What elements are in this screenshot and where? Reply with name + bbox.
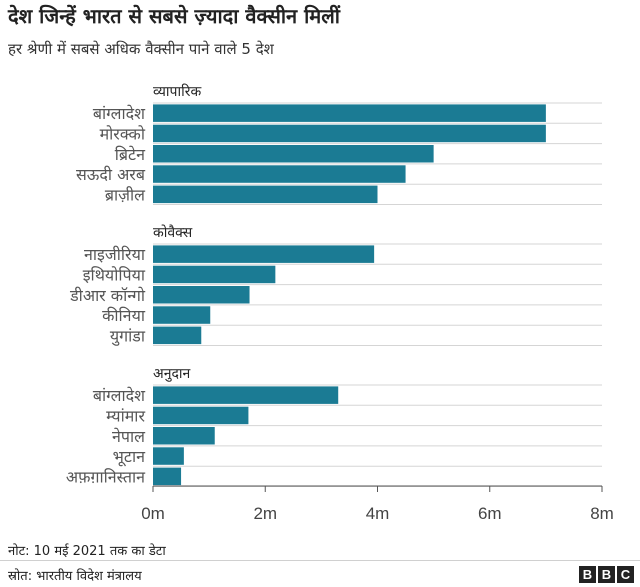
data-note: नोट: 10 मई 2021 तक का डेटा xyxy=(8,544,166,559)
category-label: कीनिया xyxy=(102,306,146,325)
logo-letter: B xyxy=(598,566,615,583)
bar xyxy=(153,165,406,183)
x-tick-label: 2m xyxy=(253,504,277,523)
bar xyxy=(153,406,249,425)
bar xyxy=(153,245,375,263)
x-tick-label: 0m xyxy=(141,504,165,523)
x-tick-label: 4m xyxy=(366,504,390,523)
footer-divider xyxy=(0,560,640,561)
category-label: युगांडा xyxy=(110,326,146,346)
x-tick-label: 6m xyxy=(478,504,502,523)
bar xyxy=(153,447,184,465)
category-label: ब्रिटेन xyxy=(115,145,146,164)
chart-subtitle: हर श्रेणी में सबसे अधिक वैक्सीन पाने वाल… xyxy=(8,40,274,58)
bar xyxy=(153,427,215,445)
bbc-logo: B B C xyxy=(579,566,634,583)
group-header: कोवैक्स xyxy=(153,224,193,241)
logo-letter: B xyxy=(579,566,596,583)
category-label: अफ़ग़ानिस्तान xyxy=(66,467,146,486)
bar xyxy=(153,386,339,404)
category-label: मोरक्को xyxy=(100,124,146,143)
bar xyxy=(153,145,434,163)
x-tick-label: 8m xyxy=(590,504,614,523)
bar xyxy=(153,185,378,204)
bar xyxy=(153,326,202,345)
category-label: नेपाल xyxy=(112,427,146,446)
category-label: म्यांमार xyxy=(106,406,145,425)
category-label: डीआर कॉन्गो xyxy=(69,286,146,305)
category-label: सऊदी अरब xyxy=(76,165,146,184)
bar xyxy=(153,265,276,284)
category-label: बांग्लादेश xyxy=(93,104,146,123)
bar xyxy=(153,467,182,486)
chart-title: देश जिन्हें भारत से सबसे ज़्यादा वैक्सीन… xyxy=(8,4,340,28)
category-label: भूटान xyxy=(113,447,146,467)
category-label: नाइजीरिया xyxy=(84,245,146,264)
bar xyxy=(153,124,546,143)
category-label: इथियोपिया xyxy=(83,265,146,284)
bar xyxy=(153,306,211,324)
category-label: ब्राज़ील xyxy=(105,185,146,204)
group-header: अनुदान xyxy=(153,366,191,382)
bar xyxy=(153,286,250,304)
category-label: बांग्लादेश xyxy=(93,386,146,405)
group-header: व्यापारिक xyxy=(153,83,201,100)
source-text: स्रोत: भारतीय विदेश मंत्रालय xyxy=(8,569,142,584)
logo-letter: C xyxy=(617,566,634,583)
bar xyxy=(153,104,546,122)
